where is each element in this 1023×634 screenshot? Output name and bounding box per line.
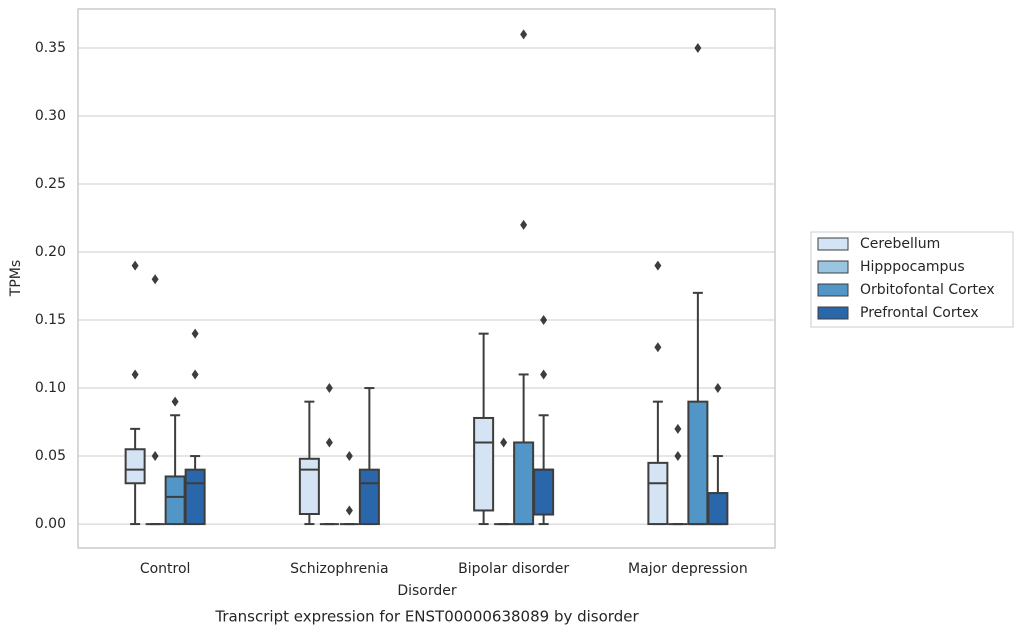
outlier (674, 451, 682, 462)
plot-border (77, 8, 776, 549)
box (298, 457, 320, 515)
legend-swatch (817, 283, 849, 297)
outlier (325, 383, 333, 394)
legend-label: Prefrontal Cortex (860, 305, 979, 321)
outlier (654, 342, 662, 353)
y-tick-label: 0.30 (35, 108, 66, 124)
y-tick-label: 0.20 (35, 244, 66, 260)
box (184, 468, 206, 526)
outlier (325, 437, 333, 448)
box (707, 492, 729, 526)
x-tick-label: Bipolar disorder (458, 561, 569, 577)
legend-swatch (817, 237, 849, 251)
x-axis-label: Disorder (397, 583, 457, 599)
outlier (191, 328, 199, 339)
y-tick-label: 0.15 (35, 312, 66, 328)
box (164, 475, 186, 526)
legend-label: Cerebellum (860, 236, 940, 252)
box (513, 441, 535, 526)
box (687, 400, 709, 526)
y-tick-label: 0.05 (35, 448, 66, 464)
outlier (654, 260, 662, 271)
outlier (131, 369, 139, 380)
y-tick-label: 0.25 (35, 176, 66, 192)
box (358, 468, 380, 526)
outlier (520, 219, 528, 230)
y-axis-label: TPMs (8, 260, 24, 297)
outlier (151, 274, 159, 285)
legend-label: Hipppocampus (860, 259, 965, 275)
legend-label: Orbitofontal Cortex (860, 282, 995, 298)
y-tick-label: 0.10 (35, 380, 66, 396)
legend-swatch (817, 260, 849, 274)
y-tick-label: 0.00 (35, 516, 66, 532)
outlier (345, 451, 353, 462)
box (124, 448, 146, 485)
x-tick-label: Schizophrenia (290, 561, 388, 577)
outlier (540, 315, 548, 326)
outlier (520, 29, 528, 40)
outlier (500, 437, 508, 448)
outlier (694, 43, 702, 54)
legend-swatch (817, 306, 849, 320)
box (647, 461, 669, 526)
outlier (345, 505, 353, 516)
outlier (171, 396, 179, 407)
outlier (151, 451, 159, 462)
x-tick-label: Control (140, 561, 191, 577)
x-tick-label: Major depression (628, 561, 748, 577)
outlier (191, 369, 199, 380)
chart-title: Transcript expression for ENST0000063808… (214, 608, 639, 626)
y-tick-label: 0.35 (35, 40, 66, 56)
outlier (540, 369, 548, 380)
outlier (674, 423, 682, 434)
outlier (714, 383, 722, 394)
outlier (131, 260, 139, 271)
box (473, 416, 495, 512)
box (533, 468, 555, 516)
